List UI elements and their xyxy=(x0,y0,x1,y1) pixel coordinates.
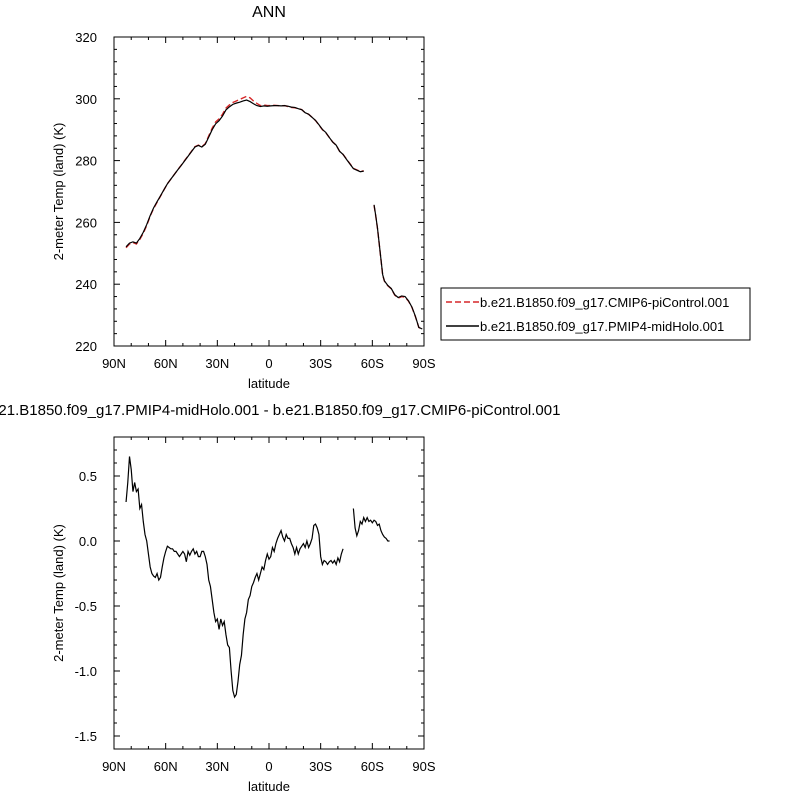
y-tick-label: -1.0 xyxy=(75,664,97,679)
y-tick-label: 240 xyxy=(75,277,97,292)
legend-entry-label: b.e21.B1850.f09_g17.CMIP6-piControl.001 xyxy=(480,295,729,310)
series-line-2 xyxy=(125,99,364,248)
x-tick-label: 0 xyxy=(265,759,272,774)
x-tick-label: 30S xyxy=(309,356,332,371)
x-axis-label: latitude xyxy=(248,376,290,391)
x-tick-label: 0 xyxy=(265,356,272,371)
x-tick-label: 60S xyxy=(361,759,384,774)
x-tick-label: 30S xyxy=(309,759,332,774)
legend-box xyxy=(440,287,751,341)
chart-panel-2: 90N 60N 30N 0 30S 60S 90S -1.5 -1.0 -0.5 0.0 0.5 lat… xyxy=(0,402,560,794)
y-tick-label: 280 xyxy=(75,154,97,169)
legend: b.e21.B1850.f09_g17.CMIP6-piControl.001b… xyxy=(440,287,751,341)
y-tick-label: 260 xyxy=(75,215,97,230)
x-tick-label: 30N xyxy=(205,356,229,371)
series-line-2 xyxy=(373,204,423,330)
x-tick-label: 60S xyxy=(361,356,384,371)
x-tick-label: 30N xyxy=(205,759,229,774)
plot-frame xyxy=(113,436,425,750)
y-tick-label: -0.5 xyxy=(75,599,97,614)
x-tick-label: 60N xyxy=(154,356,178,371)
y-tick-label: 0.5 xyxy=(79,469,97,484)
y-tick-label: -1.5 xyxy=(75,729,97,744)
y-axis-label: 2-meter Temp (land) (K) xyxy=(51,524,66,662)
chart-title: ANN xyxy=(252,4,286,21)
series-line-1 xyxy=(352,508,390,542)
legend-entry-label: b.e21.B1850.f09_g17.PMIP4-midHolo.001 xyxy=(480,319,724,334)
y-tick-label: 220 xyxy=(75,339,97,354)
y-axis-label: 2-meter Temp (land) (K) xyxy=(51,123,66,261)
x-tick-label: 90S xyxy=(412,356,435,371)
chart-panel-1: 90N 60N 30N 0 30S 60S 90S 220 240 260 280 300 320 lat… xyxy=(51,4,436,391)
x-tick-label: 90N xyxy=(102,759,126,774)
series-line-1 xyxy=(125,456,344,699)
y-tick-label: 0.0 xyxy=(79,534,97,549)
y-tick-label: 300 xyxy=(75,92,97,107)
series-line-1 xyxy=(125,95,364,249)
plot-frame xyxy=(113,36,425,347)
chart-title: b.e21.B1850.f09_g17.PMIP4-midHolo.001 - … xyxy=(0,402,560,419)
x-tick-label: 90S xyxy=(412,759,435,774)
y-tick-label: 320 xyxy=(75,30,97,45)
x-tick-label: 90N xyxy=(102,356,126,371)
x-axis-label: latitude xyxy=(248,779,290,794)
x-tick-label: 60N xyxy=(154,759,178,774)
